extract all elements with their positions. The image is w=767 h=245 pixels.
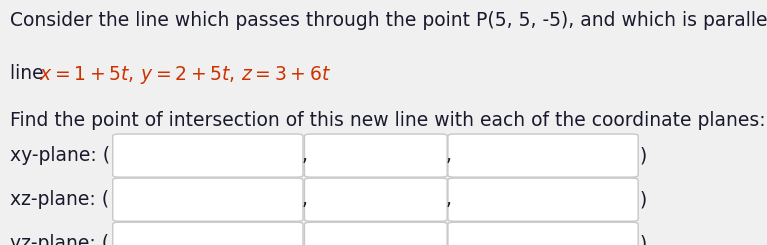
Text: ,: , (446, 234, 452, 245)
FancyBboxPatch shape (448, 222, 638, 245)
FancyBboxPatch shape (304, 134, 447, 177)
FancyBboxPatch shape (113, 222, 303, 245)
Text: Find the point of intersection of this new line with each of the coordinate plan: Find the point of intersection of this n… (10, 111, 765, 131)
Text: ,: , (301, 190, 308, 209)
FancyBboxPatch shape (304, 222, 447, 245)
Text: ): ) (640, 146, 647, 165)
Text: ,: , (301, 234, 308, 245)
Text: $x = 1 + 5t,\, y = 2 + 5t,\, z = 3 + 6t$: $x = 1 + 5t,\, y = 2 + 5t,\, z = 3 + 6t$ (39, 64, 331, 86)
Text: xy-plane: (: xy-plane: ( (10, 146, 110, 165)
Text: ): ) (640, 234, 647, 245)
Text: ): ) (640, 190, 647, 209)
Text: ,: , (446, 190, 452, 209)
FancyBboxPatch shape (113, 134, 303, 177)
FancyBboxPatch shape (448, 178, 638, 221)
Text: yz-plane: (: yz-plane: ( (10, 234, 109, 245)
Text: ,: , (301, 146, 308, 165)
Text: xz-plane: (: xz-plane: ( (10, 190, 109, 209)
Text: ,: , (446, 146, 452, 165)
FancyBboxPatch shape (113, 178, 303, 221)
FancyBboxPatch shape (304, 178, 447, 221)
Text: Consider the line which passes through the point P(5, 5, -5), and which is paral: Consider the line which passes through t… (10, 11, 767, 30)
Text: line: line (10, 64, 50, 83)
FancyBboxPatch shape (448, 134, 638, 177)
